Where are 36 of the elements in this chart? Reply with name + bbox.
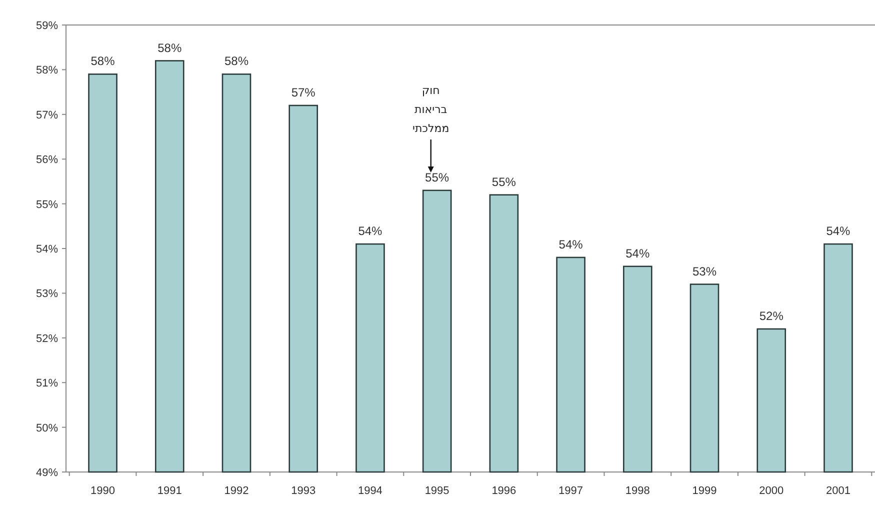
y-tick-label: 51% — [36, 378, 58, 390]
data-label: 54% — [558, 237, 584, 252]
x-tick-label: 2000 — [759, 485, 784, 497]
y-tick-label: 53% — [36, 288, 58, 300]
x-tick-label: 1992 — [224, 485, 249, 497]
x-tick-label: 1996 — [492, 485, 516, 497]
y-tick-label: 54% — [36, 244, 58, 256]
y-tick-label: 59% — [36, 20, 58, 32]
y-tick-label: 55% — [36, 198, 58, 211]
data-label: 54% — [626, 246, 650, 260]
y-tick-label: 58% — [36, 64, 58, 77]
data-label: 58% — [158, 40, 182, 55]
x-tick-label: 1997 — [558, 485, 584, 497]
y-tick-label: 49% — [36, 467, 58, 479]
data-label: 55% — [492, 174, 516, 189]
data-label: 58% — [224, 54, 249, 68]
data-label: 55% — [425, 170, 450, 184]
x-tick-label: 1995 — [424, 485, 450, 497]
y-tick-label: 57% — [36, 109, 58, 122]
x-tick-label: 2001 — [826, 485, 850, 497]
x-tick-label: 1990 — [90, 485, 116, 497]
y-tick-label: 52% — [36, 332, 58, 345]
x-tick-label: 1998 — [625, 485, 650, 497]
annotation: חוק בריאות ממלכתי — [411, 82, 450, 136]
data-label: 58% — [90, 54, 116, 68]
x-tick-label: 1999 — [692, 485, 717, 497]
y-tick-label: 56% — [36, 154, 58, 166]
data-label: 52% — [759, 308, 784, 323]
data-label: 54% — [826, 224, 851, 238]
x-tick-label: 1991 — [157, 485, 182, 497]
data-label: 53% — [692, 264, 717, 278]
data-label: 54% — [358, 224, 383, 238]
x-tick-label: 1993 — [291, 485, 316, 497]
data-label: 57% — [291, 85, 316, 100]
x-tick-label: 1994 — [358, 485, 382, 497]
y-tick-label: 50% — [36, 422, 58, 434]
